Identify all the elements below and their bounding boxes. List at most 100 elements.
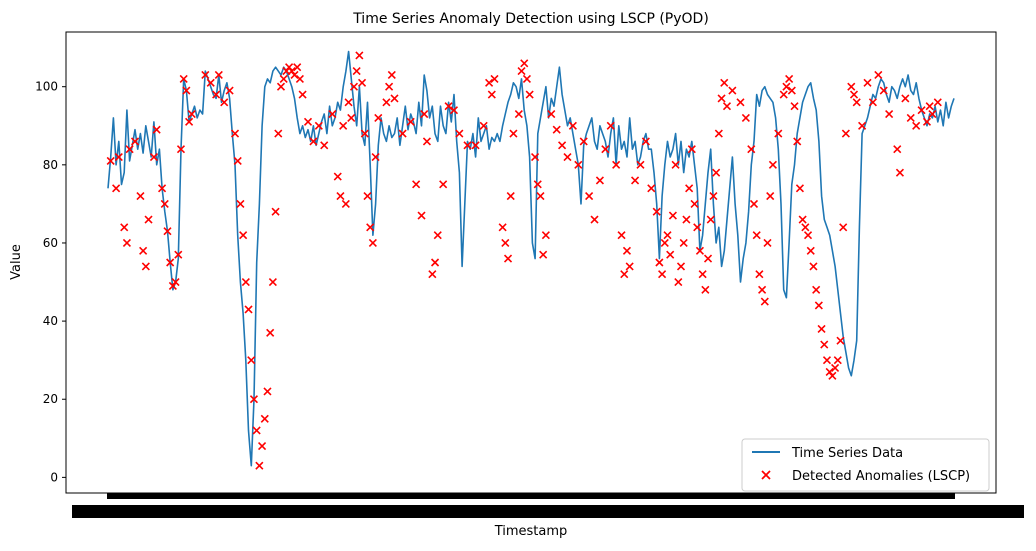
anomaly-marker: [285, 63, 294, 72]
anomaly-marker: [847, 82, 856, 91]
anomaly-marker: [666, 250, 675, 259]
anomaly-marker: [344, 98, 353, 107]
anomaly-marker: [141, 262, 150, 271]
anomaly-marker: [290, 70, 299, 80]
anomaly-marker: [601, 145, 610, 154]
anomaly-marker: [606, 121, 615, 130]
anomaly-marker: [760, 297, 769, 306]
anomaly-marker: [790, 102, 799, 111]
anomaly-marker: [130, 137, 140, 146]
series-line: [107, 50, 955, 467]
anomaly-marker: [893, 145, 902, 154]
anomaly-marker: [374, 113, 383, 123]
legend-frame: [741, 438, 990, 492]
anomaly-marker: [782, 82, 791, 91]
anomaly-marker: [382, 98, 391, 107]
anomaly-marker: [755, 270, 764, 279]
anomaly-marker: [347, 113, 356, 123]
anomaly-marker: [182, 86, 191, 95]
anomaly-marker: [539, 250, 548, 259]
anomaly-marker: [814, 301, 823, 310]
anomaly-marker: [809, 262, 818, 271]
anomaly-marker: [912, 121, 921, 130]
anomaly-marker: [252, 426, 261, 435]
anomaly-marker: [171, 277, 180, 287]
anomaly-marker: [895, 168, 905, 177]
anomaly-marker: [720, 78, 729, 87]
anomaly-marker: [858, 121, 867, 130]
x-axis-label: Timestamp: [494, 524, 568, 539]
anomaly-marker: [225, 86, 234, 95]
anomaly-marker: [747, 145, 756, 154]
anomaly-marker: [563, 152, 572, 162]
anomaly-marker: [144, 215, 153, 224]
anomaly-marker: [822, 356, 832, 365]
anomaly-marker: [417, 211, 426, 220]
anomaly-marker: [355, 51, 364, 60]
anomaly-marker: [174, 250, 183, 259]
anomaly-marker: [687, 145, 696, 154]
anomaly-marker: [933, 98, 942, 107]
anomaly-marker: [125, 145, 134, 154]
anomaly-marker: [244, 305, 253, 314]
anomaly-marker: [358, 78, 367, 87]
y-axis-label: Value: [9, 244, 24, 280]
anomaly-marker: [928, 109, 937, 119]
anomaly-marker: [522, 74, 532, 83]
anomaly-marker: [339, 121, 348, 130]
anomaly-marker: [795, 184, 805, 193]
anomaly-marker: [922, 117, 932, 126]
anomaly-marker: [752, 231, 761, 240]
anomaly-marker: [622, 246, 632, 255]
anomaly-marker: [766, 192, 775, 201]
anomaly-marker: [836, 336, 845, 345]
anomaly-marker: [547, 109, 556, 119]
anomaly-marker: [120, 223, 129, 232]
anomaly-marker: [185, 117, 194, 126]
plot-area: [106, 50, 955, 470]
anomaly-marker: [420, 109, 429, 119]
anomaly-marker: [509, 129, 518, 138]
anomaly-marker: [257, 442, 267, 451]
y-tick-label: 0: [50, 470, 58, 484]
x-tick-labels: [72, 505, 1024, 518]
anomaly-marker: [139, 246, 148, 255]
anomaly-marker: [360, 129, 369, 138]
anomaly-marker: [655, 258, 664, 267]
anomaly-marker: [385, 82, 394, 91]
anomaly-marker: [260, 414, 269, 423]
anomaly-marker: [149, 152, 159, 162]
anomaly-marker: [366, 223, 375, 232]
anomaly-marker: [660, 238, 669, 248]
anomaly-marker: [741, 113, 750, 123]
anomaly-marker: [925, 102, 934, 111]
anomaly-marker: [685, 184, 694, 193]
anomaly-marker: [168, 281, 177, 291]
anomaly-marker: [774, 129, 783, 138]
anomaly-marker: [328, 109, 337, 119]
anomaly-marker: [320, 141, 329, 150]
anomaly-marker: [274, 129, 283, 138]
anomaly-marker: [590, 215, 599, 224]
anomaly-marker: [428, 270, 437, 279]
x-tick-marks: [107, 493, 955, 499]
anomaly-marker: [706, 215, 715, 224]
anomaly-marker: [349, 82, 359, 91]
anomaly-marker: [479, 121, 488, 130]
anomaly-marker: [463, 141, 472, 150]
anomaly-marker: [703, 254, 713, 263]
anomaly-marker: [768, 160, 777, 169]
anomaly-marker: [671, 160, 680, 169]
anomaly-marker: [187, 109, 196, 119]
anomaly-marker: [303, 117, 313, 126]
anomaly-marker: [658, 270, 667, 279]
anomaly-marker: [674, 277, 683, 287]
x-axis: [72, 493, 1024, 518]
anomaly-marker: [798, 215, 807, 224]
anomaly-marker: [693, 223, 702, 232]
anomaly-marker: [820, 340, 829, 349]
y-tick-label: 40: [43, 314, 58, 328]
y-tick-label: 100: [35, 80, 58, 94]
anomaly-marker: [487, 90, 496, 99]
